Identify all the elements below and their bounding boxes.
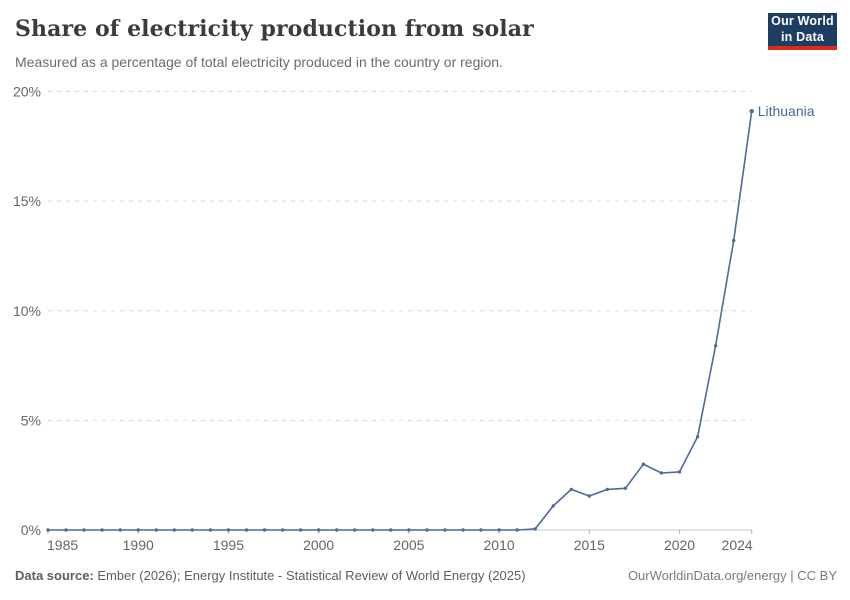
series-point[interactable] — [298, 528, 303, 532]
x-axis-tick-label: 1985 — [47, 537, 78, 553]
series-point[interactable] — [443, 528, 447, 532]
series-point[interactable] — [208, 528, 213, 532]
series-point[interactable] — [280, 528, 285, 532]
series-point[interactable] — [749, 109, 754, 114]
data-source-note: Data source: Ember (2026); Energy Instit… — [15, 568, 526, 583]
y-axis-tick-label: 20% — [13, 84, 41, 100]
owid-logo[interactable]: Our World in Data — [768, 13, 837, 50]
x-axis-tick-label: 2020 — [664, 537, 695, 553]
series-point[interactable] — [695, 435, 700, 439]
series-point[interactable] — [389, 528, 393, 532]
y-axis-tick-label: 5% — [21, 412, 41, 428]
series-line[interactable] — [48, 111, 753, 531]
series-point[interactable] — [605, 487, 610, 492]
series-point[interactable] — [659, 471, 664, 475]
series-point[interactable] — [64, 528, 68, 532]
series-point[interactable] — [82, 528, 86, 532]
x-axis-tick-label: 2005 — [393, 537, 424, 553]
series-point[interactable] — [732, 238, 736, 243]
y-axis-tick-label: 10% — [13, 303, 41, 319]
series-point[interactable] — [335, 528, 339, 532]
data-source-label: Data source: — [15, 568, 94, 583]
chart-footer: Data source: Ember (2026); Energy Instit… — [15, 568, 837, 583]
series-point[interactable] — [353, 528, 357, 532]
series-end-label[interactable]: Lithuania — [758, 103, 815, 119]
series-point[interactable] — [569, 487, 573, 492]
series-point[interactable] — [677, 470, 682, 474]
series-point[interactable] — [623, 486, 628, 490]
series-point[interactable] — [226, 528, 231, 532]
series-point[interactable] — [154, 528, 158, 532]
x-axis-tick-label: 2010 — [484, 537, 515, 553]
series-point[interactable] — [461, 528, 465, 532]
owid-logo-line2: in Data — [780, 29, 825, 44]
chart-subtitle: Measured as a percentage of total electr… — [15, 54, 503, 70]
series-point[interactable] — [190, 528, 194, 532]
series-point[interactable] — [551, 504, 555, 508]
x-axis-tick-label: 2015 — [574, 537, 605, 553]
series-point[interactable] — [317, 528, 321, 532]
page-title: Share of electricity production from sol… — [15, 16, 534, 42]
x-axis-tick-label: 1995 — [213, 537, 244, 553]
series-point[interactable] — [262, 528, 267, 532]
series-point[interactable] — [407, 528, 411, 532]
x-axis-tick-label: 2000 — [303, 537, 334, 553]
series-point[interactable] — [587, 494, 591, 498]
y-axis-tick-label: 15% — [13, 193, 41, 209]
data-source-text: Ember (2026); Energy Institute - Statist… — [93, 568, 526, 583]
series-point[interactable] — [713, 344, 718, 348]
series-point[interactable] — [100, 528, 104, 532]
series-point[interactable] — [533, 527, 537, 531]
x-axis-tick-label: 2024 — [722, 537, 753, 553]
series-point[interactable] — [46, 528, 50, 532]
series-point[interactable] — [425, 528, 429, 532]
series-point[interactable] — [515, 528, 519, 532]
series-point[interactable] — [244, 528, 249, 532]
owid-logo-line1: Our World — [771, 13, 834, 28]
series-point[interactable] — [172, 528, 176, 532]
x-axis-tick-label: 1990 — [123, 537, 154, 553]
line-chart-plot[interactable]: 0% 5% 10% 15% 20% 1985 1990 1995 2000 2005 2010 201… — [0, 80, 850, 560]
series-point[interactable] — [118, 528, 122, 532]
series-point[interactable] — [371, 528, 375, 532]
series-point[interactable] — [497, 528, 501, 532]
series-point[interactable] — [641, 462, 646, 466]
owid-url-license[interactable]: OurWorldinData.org/energy | CC BY — [627, 568, 837, 583]
series-point[interactable] — [136, 528, 140, 532]
series-point[interactable] — [479, 528, 483, 532]
y-axis-tick-label: 0% — [21, 522, 41, 538]
